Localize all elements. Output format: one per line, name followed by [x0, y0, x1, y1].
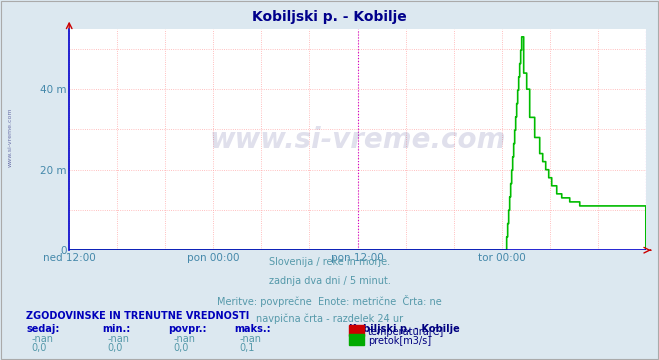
Text: 0,0: 0,0	[32, 343, 47, 353]
Text: zadnja dva dni / 5 minut.: zadnja dva dni / 5 minut.	[269, 276, 390, 286]
Text: maks.:: maks.:	[234, 324, 271, 334]
Text: www.si-vreme.com: www.si-vreme.com	[210, 126, 505, 153]
Text: -nan: -nan	[239, 334, 261, 344]
Text: 0,1: 0,1	[239, 343, 254, 353]
Text: Slovenija / reke in morje.: Slovenija / reke in morje.	[269, 257, 390, 267]
Text: pretok[m3/s]: pretok[m3/s]	[368, 336, 431, 346]
Text: -nan: -nan	[173, 334, 195, 344]
Text: -nan: -nan	[107, 334, 129, 344]
Text: www.si-vreme.com: www.si-vreme.com	[8, 107, 13, 167]
Text: -nan: -nan	[32, 334, 53, 344]
Text: Kobiljski p. - Kobilje: Kobiljski p. - Kobilje	[349, 324, 460, 334]
Text: temperatura[C]: temperatura[C]	[368, 327, 444, 337]
Text: min.:: min.:	[102, 324, 130, 334]
Text: navpična črta - razdelek 24 ur: navpična črta - razdelek 24 ur	[256, 314, 403, 324]
Text: povpr.:: povpr.:	[168, 324, 206, 334]
Text: 0,0: 0,0	[107, 343, 123, 353]
Text: Meritve: povprečne  Enote: metrične  Črta: ne: Meritve: povprečne Enote: metrične Črta:…	[217, 295, 442, 307]
Text: Kobiljski p. - Kobilje: Kobiljski p. - Kobilje	[252, 10, 407, 24]
Text: ZGODOVINSKE IN TRENUTNE VREDNOSTI: ZGODOVINSKE IN TRENUTNE VREDNOSTI	[26, 311, 250, 321]
Text: sedaj:: sedaj:	[26, 324, 60, 334]
Text: 0,0: 0,0	[173, 343, 188, 353]
